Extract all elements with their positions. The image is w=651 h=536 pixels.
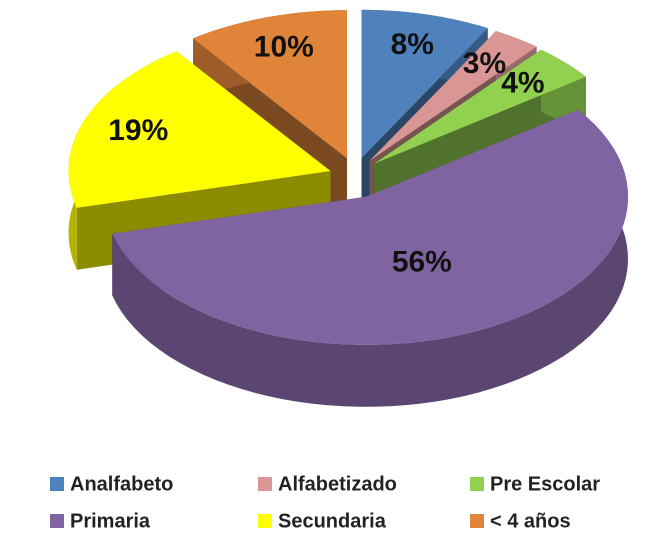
legend-swatch [50,514,64,528]
legend-swatch [50,477,64,491]
value-label: 56% [392,246,452,279]
value-label: 8% [391,28,434,61]
slice [193,10,347,159]
slice [68,51,331,208]
legend-swatch [258,514,272,528]
value-label: 3% [463,47,506,80]
legend-label: < 4 años [490,510,571,532]
legend-label: Pre Escolar [490,473,600,495]
slice [112,109,629,345]
legend-swatch [258,477,272,491]
legend-label: Analfabeto [70,473,173,495]
slice [361,9,488,158]
value-label: 10% [254,30,314,63]
legend-swatch [470,514,484,528]
legend-label: Alfabetizado [278,473,397,495]
legend-label: Primaria [70,510,151,532]
value-label: 19% [108,114,168,147]
slice-edge [112,109,629,407]
legend-swatch [470,477,484,491]
value-label: 4% [501,67,544,100]
legend-label: Secundaria [278,510,387,532]
slice [374,49,586,164]
slice [369,31,537,161]
